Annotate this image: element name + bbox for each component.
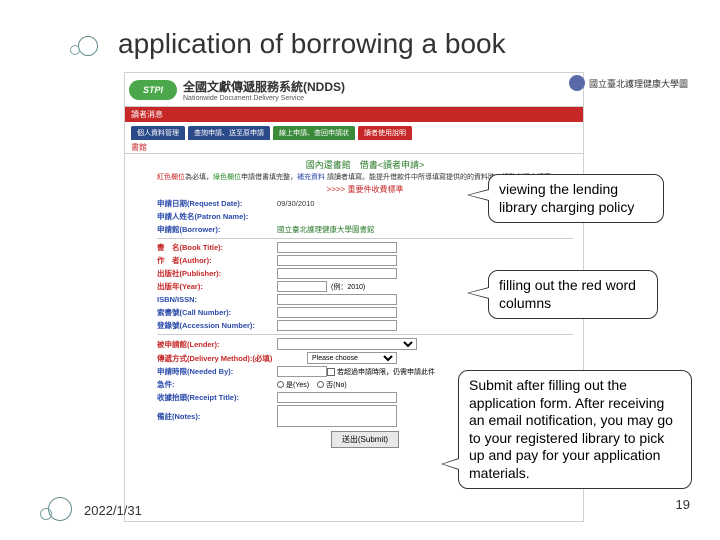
- ndds-header: STPI 全國文獻傳遞服務系統(NDDS) Nationwide Documen…: [125, 73, 583, 107]
- label-request-date: 申請日期(Request Date):: [157, 198, 277, 209]
- label-isbn: ISBN/ISSN:: [157, 295, 277, 304]
- row-lender: 被申請館(Lender):: [157, 338, 573, 350]
- divider: [157, 334, 573, 335]
- label-accession: 登錄號(Accession Number):: [157, 320, 277, 331]
- row-book-title: 書 名(Book Title):: [157, 242, 573, 253]
- callout-red-columns: filling out the red word columns: [488, 270, 658, 319]
- callout-tail-icon: [467, 287, 489, 299]
- value-request-date: 09/30/2010: [277, 199, 315, 208]
- input-year[interactable]: [277, 281, 327, 292]
- label-receipt: 收據抬頭(Receipt Title):: [157, 392, 277, 403]
- footer-date: 2022/1/31: [84, 503, 142, 518]
- row-accession: 登錄號(Accession Number):: [157, 320, 573, 331]
- label-author: 作 者(Author):: [157, 255, 277, 266]
- label-year: 出版年(Year):: [157, 281, 277, 292]
- callout-submit-instructions: Submit after filling out the application…: [458, 370, 692, 489]
- row-author: 作 者(Author):: [157, 255, 573, 266]
- decorative-circle: [78, 36, 98, 56]
- label-book-title: 書 名(Book Title):: [157, 242, 277, 253]
- decorative-circle: [48, 497, 72, 521]
- label-publisher: 出版社(Publisher):: [157, 268, 277, 279]
- input-notes[interactable]: [277, 405, 397, 427]
- section-header: 書館: [125, 142, 583, 154]
- form-title: 國內還書館 借書<讀者申請>: [157, 158, 573, 171]
- decorative-circle: [40, 508, 52, 520]
- tabs-row: 個人資料管理 查詢申請、送至原申請 線上申請、查回申請狀 讀者使用說明: [125, 122, 583, 140]
- needed-by-note: 若超過申請時限，仍需申請此件: [337, 367, 435, 377]
- message-bar: 讀者消息: [125, 107, 583, 122]
- checkbox-still-need[interactable]: [327, 368, 335, 376]
- stpi-logo: STPI: [129, 80, 177, 100]
- row-delivery: 傳遞方式(Delivery Method):(必填) Please choose: [157, 352, 573, 364]
- tab-help[interactable]: 讀者使用說明: [358, 126, 412, 140]
- input-author[interactable]: [277, 255, 397, 266]
- label-call-number: 索書號(Call Number):: [157, 307, 277, 318]
- row-borrower: 申請館(Borrower): 國立臺北護理健康大學圖書館: [157, 224, 573, 235]
- select-lender[interactable]: [277, 338, 417, 350]
- divider: [157, 238, 573, 239]
- label-delivery: 傳遞方式(Delivery Method):(必填): [157, 353, 307, 364]
- radio-urgent-no[interactable]: [317, 381, 324, 388]
- input-call-number[interactable]: [277, 307, 397, 318]
- value-borrower: 國立臺北護理健康大學圖書館: [277, 224, 375, 235]
- select-delivery[interactable]: Please choose: [307, 352, 397, 364]
- label-borrower: 申請館(Borrower):: [157, 224, 277, 235]
- year-example: (例：2010): [331, 282, 365, 292]
- label-patron-name: 申請人姓名(Patron Name):: [157, 211, 277, 222]
- radio-urgent-yes[interactable]: [277, 381, 284, 388]
- callout-tail-icon: [467, 189, 489, 201]
- footer-page-number: 19: [676, 497, 690, 512]
- callout-tail-icon: [441, 458, 459, 470]
- tab-query[interactable]: 查詢申請、送至原申請: [188, 126, 270, 140]
- label-urgent: 急件:: [157, 379, 277, 390]
- library-badge-icon: [569, 75, 585, 91]
- input-publisher[interactable]: [277, 268, 397, 279]
- label-needed-by: 申請時限(Needed By):: [157, 366, 277, 377]
- ndds-title-en: Nationwide Document Delivery Service: [183, 95, 345, 102]
- callout-charging-policy: viewing the lending library charging pol…: [488, 174, 664, 223]
- input-receipt[interactable]: [277, 392, 397, 403]
- tab-apply[interactable]: 線上申請、查回申請狀: [273, 126, 355, 140]
- input-needed-by[interactable]: [277, 366, 327, 377]
- label-notes: 備註(Notes):: [157, 411, 277, 422]
- slide-title: application of borrowing a book: [118, 28, 506, 60]
- decorative-circle: [70, 45, 80, 55]
- input-book-title[interactable]: [277, 242, 397, 253]
- library-badge: 國立臺北護理健康大學圖: [569, 75, 688, 91]
- submit-button[interactable]: 送出(Submit): [331, 431, 399, 448]
- ndds-title-cn: 全國文獻傳遞服務系統(NDDS): [183, 78, 345, 95]
- tab-profile[interactable]: 個人資料管理: [131, 126, 185, 140]
- input-accession[interactable]: [277, 320, 397, 331]
- input-isbn[interactable]: [277, 294, 397, 305]
- ndds-title-block: 全國文獻傳遞服務系統(NDDS) Nationwide Document Del…: [183, 78, 345, 102]
- label-lender: 被申請館(Lender):: [157, 339, 277, 350]
